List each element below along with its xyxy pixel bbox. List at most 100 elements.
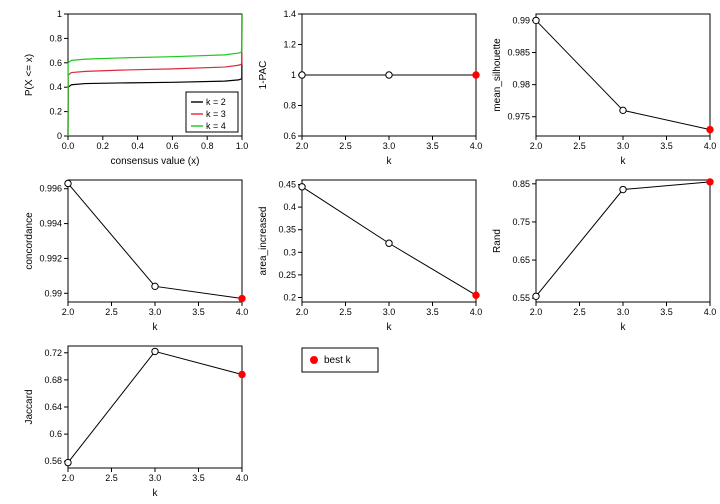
svg-text:4.0: 4.0 [470, 141, 483, 151]
svg-text:0.4: 0.4 [49, 82, 62, 92]
legend-item-label: k = 2 [206, 97, 226, 107]
data-point [65, 180, 71, 186]
svg-text:3.5: 3.5 [426, 141, 439, 151]
svg-text:0.975: 0.975 [507, 112, 530, 122]
svg-text:2.0: 2.0 [296, 141, 309, 151]
svg-text:0.2: 0.2 [97, 141, 110, 151]
data-point [533, 293, 539, 299]
data-point [533, 17, 539, 23]
panel-area_increased: 2.02.53.03.54.00.20.250.30.350.40.45kare… [258, 180, 482, 333]
data-point [299, 72, 305, 78]
data-point [386, 72, 392, 78]
svg-text:3.5: 3.5 [426, 307, 439, 317]
svg-text:0.8: 0.8 [283, 101, 296, 111]
svg-text:k: k [387, 156, 393, 167]
data-point [620, 186, 626, 192]
svg-text:2.5: 2.5 [573, 141, 586, 151]
panel-cdf: 0.00.20.40.60.81.000.20.40.60.81consensu… [24, 9, 248, 167]
svg-text:P(X <= x): P(X <= x) [24, 54, 35, 96]
panel-rand: 2.02.53.03.54.00.550.650.750.85kRand [492, 179, 716, 333]
data-point [620, 107, 626, 113]
svg-text:0: 0 [57, 131, 62, 141]
svg-text:0.25: 0.25 [278, 270, 296, 280]
data-point [299, 184, 305, 190]
svg-text:0.99: 0.99 [44, 288, 62, 298]
data-point [152, 348, 158, 354]
svg-text:0.64: 0.64 [44, 402, 62, 412]
svg-text:1.2: 1.2 [283, 40, 296, 50]
svg-text:0.72: 0.72 [44, 348, 62, 358]
best-k-point [707, 179, 713, 185]
svg-text:3.0: 3.0 [383, 307, 396, 317]
svg-text:0.99: 0.99 [512, 15, 530, 25]
svg-text:3.5: 3.5 [192, 473, 205, 483]
svg-text:0.65: 0.65 [512, 255, 530, 265]
svg-text:2.0: 2.0 [296, 307, 309, 317]
best-k-legend-label: best k [324, 355, 352, 366]
svg-text:0.992: 0.992 [39, 253, 62, 263]
svg-text:0.8: 0.8 [201, 141, 214, 151]
panel-concordance: 2.02.53.03.54.00.990.9920.9940.996kconco… [24, 180, 248, 333]
svg-text:k: k [153, 322, 159, 333]
svg-text:2.5: 2.5 [339, 307, 352, 317]
svg-text:1-PAC: 1-PAC [258, 61, 269, 90]
figure: 0.0 0.2 0.4 0.6 0.8 1.0 0 0.2 0.4 0.6 0.8 1 consensu… [0, 0, 720, 504]
svg-text:0.45: 0.45 [278, 180, 296, 190]
svg-text:0.6: 0.6 [166, 141, 179, 151]
svg-text:3.0: 3.0 [149, 473, 162, 483]
svg-text:0.996: 0.996 [39, 184, 62, 194]
svg-text:area_increased: area_increased [258, 207, 269, 276]
best-k-point [473, 292, 479, 298]
svg-text:0.8: 0.8 [49, 33, 62, 43]
best-k-point [473, 72, 479, 78]
svg-text:1: 1 [291, 70, 296, 80]
svg-text:0.98: 0.98 [512, 80, 530, 90]
svg-text:0.4: 0.4 [131, 141, 144, 151]
svg-text:4.0: 4.0 [470, 307, 483, 317]
svg-text:3.5: 3.5 [192, 307, 205, 317]
svg-text:0.75: 0.75 [512, 217, 530, 227]
panel-mean_silhouette: 2.02.53.03.54.00.9750.980.9850.99kmean_s… [492, 14, 716, 167]
svg-text:0.6: 0.6 [283, 131, 296, 141]
svg-text:3.5: 3.5 [660, 307, 673, 317]
svg-text:0.56: 0.56 [44, 456, 62, 466]
svg-text:0.4: 0.4 [283, 202, 296, 212]
svg-text:mean_silhouette: mean_silhouette [492, 38, 503, 112]
svg-text:0.994: 0.994 [39, 219, 62, 229]
svg-text:0.6: 0.6 [49, 58, 62, 68]
svg-text:3.0: 3.0 [617, 307, 630, 317]
svg-text:0.2: 0.2 [49, 107, 62, 117]
panel-jaccard: 2.02.53.03.54.00.560.60.640.680.72kJacca… [24, 346, 248, 499]
best-k-point [707, 126, 713, 132]
svg-text:3.5: 3.5 [660, 141, 673, 151]
data-point [386, 240, 392, 246]
legend-item-label: k = 4 [206, 121, 226, 131]
svg-text:0.3: 0.3 [283, 247, 296, 257]
svg-text:0.85: 0.85 [512, 179, 530, 189]
svg-text:Rand: Rand [492, 229, 503, 253]
svg-text:0.6: 0.6 [49, 429, 62, 439]
best-k-marker-icon [311, 357, 318, 364]
svg-text:0.985: 0.985 [507, 48, 530, 58]
svg-text:2.5: 2.5 [105, 473, 118, 483]
best-k-point [239, 295, 245, 301]
best-k-legend: best k [302, 348, 378, 372]
svg-text:2.0: 2.0 [62, 473, 75, 483]
svg-text:2.0: 2.0 [62, 307, 75, 317]
svg-text:0.0: 0.0 [62, 141, 75, 151]
svg-text:3.0: 3.0 [149, 307, 162, 317]
svg-text:k: k [621, 322, 627, 333]
svg-text:2.5: 2.5 [573, 307, 586, 317]
legend-item-label: k = 3 [206, 109, 226, 119]
svg-text:k: k [153, 488, 159, 499]
svg-text:1.0: 1.0 [236, 141, 249, 151]
svg-text:4.0: 4.0 [236, 307, 249, 317]
svg-text:consensus value (x): consensus value (x) [111, 156, 200, 167]
svg-text:0.2: 0.2 [283, 292, 296, 302]
panel-one_minus_pac: 2.02.53.03.54.00.60.811.21.4k1-PAC [258, 9, 482, 167]
svg-text:3.0: 3.0 [383, 141, 396, 151]
svg-text:2.0: 2.0 [530, 307, 543, 317]
svg-text:4.0: 4.0 [704, 307, 717, 317]
svg-text:3.0: 3.0 [617, 141, 630, 151]
svg-text:2.5: 2.5 [339, 141, 352, 151]
